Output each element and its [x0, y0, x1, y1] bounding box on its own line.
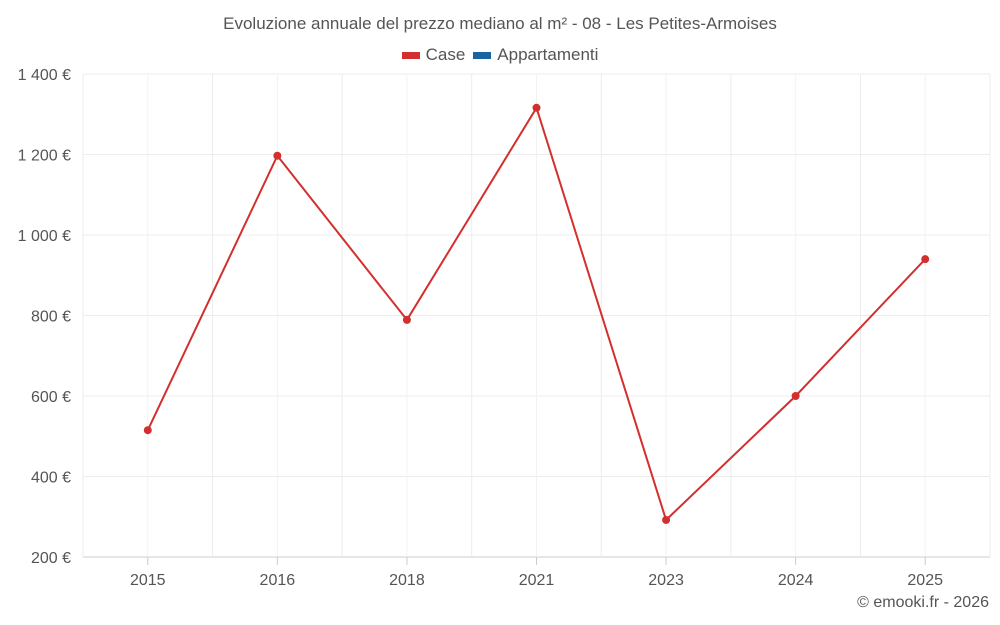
y-tick-label: 200 €: [31, 550, 71, 567]
y-tick-label: 1 200 €: [18, 148, 71, 165]
data-point: [791, 392, 800, 400]
legend-item-case[interactable]: Case: [401, 45, 466, 65]
x-tick-label: 2023: [648, 572, 684, 589]
x-tick-label: 2024: [778, 572, 814, 589]
data-point: [532, 103, 541, 112]
y-tick-label: 1 000 €: [18, 228, 71, 245]
legend-swatch-case: [401, 51, 420, 59]
x-tick-label: 2016: [260, 572, 296, 589]
y-tick-label: 400 €: [31, 470, 71, 487]
data-point: [921, 255, 930, 264]
data-point: [662, 515, 671, 524]
chart-title: Evoluzione annuale del prezzo mediano al…: [223, 14, 777, 33]
x-tick-label: 2025: [907, 572, 943, 589]
legend: Case Appartamenti: [0, 45, 1000, 65]
credit-text: © emooki.fr - 2026: [857, 594, 989, 611]
data-point: [402, 315, 411, 324]
y-tick-label: 600 €: [31, 389, 71, 406]
x-tick-label: 2021: [519, 572, 555, 589]
legend-label-appartamenti: Appartamenti: [497, 45, 599, 64]
x-tick-label: 2015: [130, 572, 166, 589]
data-point: [273, 151, 282, 160]
x-tick-label: 2018: [389, 572, 425, 589]
y-tick-label: 800 €: [31, 309, 71, 326]
legend-swatch-appartamenti: [473, 51, 492, 59]
legend-label-case: Case: [425, 45, 466, 64]
y-tick-label: 1 400 €: [18, 67, 71, 84]
data-point: [143, 426, 152, 435]
legend-item-appartamenti[interactable]: Appartamenti: [473, 45, 598, 65]
